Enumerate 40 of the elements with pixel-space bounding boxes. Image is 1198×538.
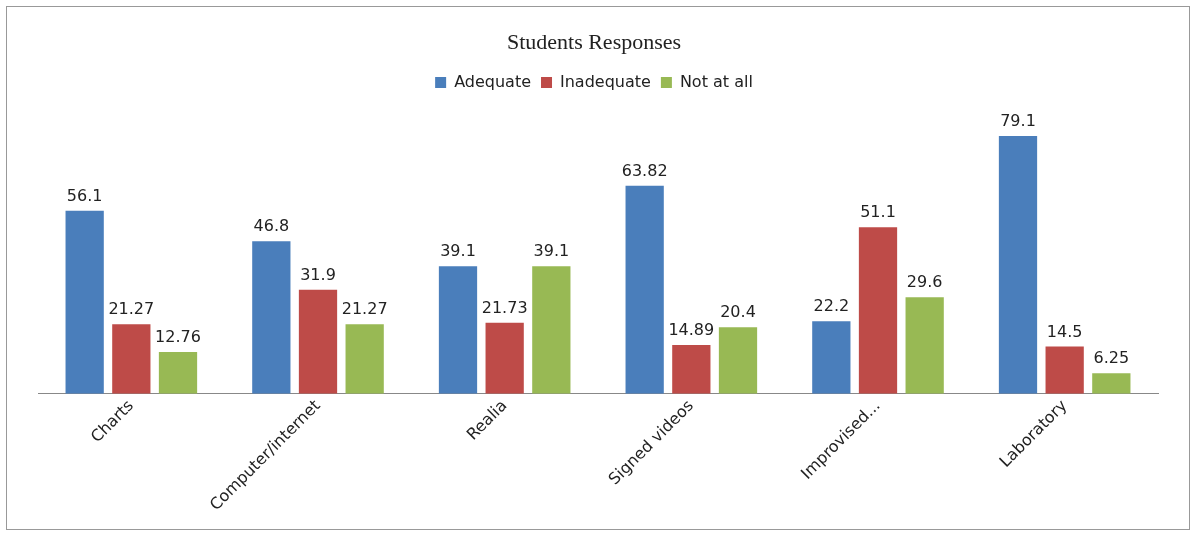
data-label: 21.73 <box>481 297 528 317</box>
data-label: 6.25 <box>1093 348 1130 368</box>
bar <box>812 321 851 394</box>
bar <box>1045 346 1084 394</box>
data-label: 39.1 <box>440 241 476 261</box>
bar <box>298 289 338 394</box>
bar <box>718 327 758 394</box>
data-label: 56.1 <box>66 186 103 206</box>
bar <box>485 322 524 394</box>
bar <box>625 185 664 394</box>
bar <box>905 297 944 394</box>
data-label: 39.1 <box>533 241 570 261</box>
bar <box>345 324 384 394</box>
bar <box>672 345 711 394</box>
data-label: 46.8 <box>253 216 290 236</box>
legend-label: Not at all <box>679 71 753 91</box>
data-label: 12.76 <box>155 327 201 347</box>
data-label: 22.2 <box>813 296 850 316</box>
bar <box>532 266 571 394</box>
bar <box>998 135 1038 394</box>
chart-title: Students Responses <box>506 28 682 54</box>
bar <box>112 324 151 394</box>
data-label: 79.1 <box>1000 111 1036 131</box>
bar <box>1092 373 1131 394</box>
bar <box>65 210 104 394</box>
data-label: 29.6 <box>906 272 943 292</box>
data-label: 14.89 <box>668 320 715 340</box>
data-label: 21.27 <box>108 299 155 319</box>
data-label: 31.9 <box>300 264 336 284</box>
data-label: 21.27 <box>341 299 388 319</box>
bar <box>252 241 291 394</box>
bar <box>158 352 198 394</box>
bar <box>858 227 898 394</box>
data-label: 63.82 <box>621 160 668 180</box>
data-label: 14.5 <box>1046 321 1083 341</box>
legend-label: Inadequate <box>560 71 651 91</box>
legend-label: Adequate <box>454 71 532 91</box>
data-label: 51.1 <box>860 202 896 222</box>
data-label: 20.4 <box>720 302 756 322</box>
bar <box>438 266 478 394</box>
